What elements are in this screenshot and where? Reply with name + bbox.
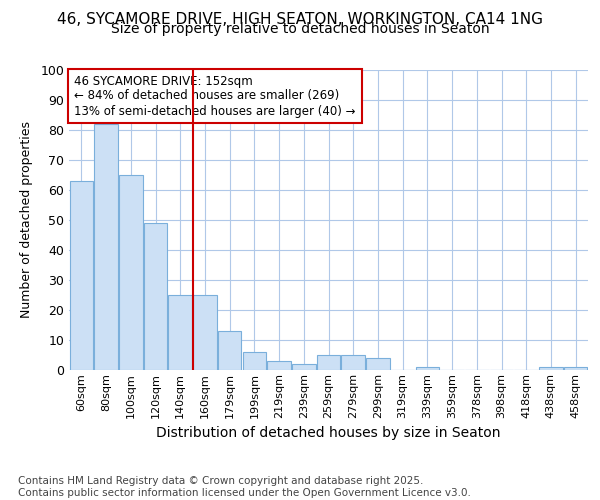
Bar — [218, 331, 241, 370]
Text: 46, SYCAMORE DRIVE, HIGH SEATON, WORKINGTON, CA14 1NG: 46, SYCAMORE DRIVE, HIGH SEATON, WORKING… — [57, 12, 543, 28]
Bar — [242, 352, 266, 370]
Bar — [539, 367, 563, 370]
Bar — [317, 355, 340, 370]
Bar — [193, 295, 217, 370]
Bar — [416, 367, 439, 370]
Bar — [94, 124, 118, 370]
Bar — [144, 223, 167, 370]
Bar — [268, 361, 291, 370]
Bar — [292, 364, 316, 370]
Text: Contains HM Land Registry data © Crown copyright and database right 2025.
Contai: Contains HM Land Registry data © Crown c… — [18, 476, 471, 498]
Bar — [169, 295, 192, 370]
Bar — [119, 175, 143, 370]
Bar — [341, 355, 365, 370]
Text: 46 SYCAMORE DRIVE: 152sqm
← 84% of detached houses are smaller (269)
13% of semi: 46 SYCAMORE DRIVE: 152sqm ← 84% of detac… — [74, 74, 356, 118]
Y-axis label: Number of detached properties: Number of detached properties — [20, 122, 34, 318]
Bar — [564, 367, 587, 370]
Bar — [366, 358, 389, 370]
Text: Size of property relative to detached houses in Seaton: Size of property relative to detached ho… — [110, 22, 490, 36]
Bar — [70, 181, 93, 370]
X-axis label: Distribution of detached houses by size in Seaton: Distribution of detached houses by size … — [156, 426, 501, 440]
